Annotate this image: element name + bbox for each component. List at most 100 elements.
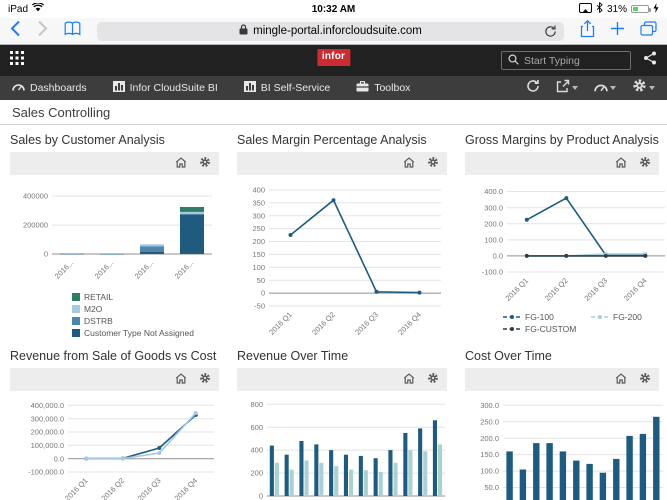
chart-canvas[interactable]: -50 0 50 100 150 200 250 300 350 400 2016 Q1 2016 Q… <box>237 179 447 341</box>
home-icon[interactable] <box>403 155 415 173</box>
reload-button[interactable] <box>544 25 557 41</box>
legend-swatch <box>72 305 80 313</box>
widget-title: Sales Margin Percentage Analysis <box>237 133 427 147</box>
svg-text:300,000.0: 300,000.0 <box>31 414 64 423</box>
gear-icon[interactable] <box>199 371 211 389</box>
screen-mirror-icon <box>578 2 592 16</box>
portal-search[interactable] <box>501 51 631 70</box>
chevron-down-icon <box>649 86 655 90</box>
bar-chart-icon <box>112 81 125 95</box>
svg-text:50.0: 50.0 <box>484 483 499 492</box>
dashboard-options-button[interactable] <box>594 79 616 97</box>
svg-text:100: 100 <box>252 263 265 272</box>
svg-text:2016...: 2016... <box>133 258 156 281</box>
widget-title: Gross Margins by Product Analysis <box>465 133 659 147</box>
bookmarks-button[interactable] <box>64 21 81 41</box>
gauge-icon <box>594 79 608 97</box>
chart-canvas[interactable]: -100,000.0 0.0 100,000.0 200,000.0 300,000.0… <box>10 395 219 500</box>
battery-percent-label: 31% <box>606 3 627 15</box>
widget-toolbar <box>465 152 659 175</box>
export-menu-button[interactable] <box>556 79 578 98</box>
menu-label: Dashboards <box>30 82 87 94</box>
menu-label: Infor CloudSuite BI <box>129 82 218 94</box>
apps-grid-button[interactable] <box>10 51 24 70</box>
widget-toolbar <box>237 152 447 175</box>
svg-text:250.0: 250.0 <box>480 417 499 426</box>
legend-swatch <box>72 329 80 337</box>
svg-text:400: 400 <box>250 446 263 455</box>
settings-menu-button[interactable] <box>632 78 655 98</box>
gear-icon[interactable] <box>639 371 651 389</box>
chart-canvas[interactable]: 02004006008002016/01 ...2016/02 ...2016/… <box>237 395 447 500</box>
browser-toolbar: mingle-portal.inforcloudsuite.com <box>0 18 667 45</box>
dashboard-widget: Revenue Over Time 02004006008002016/01 .… <box>227 341 455 500</box>
menu-item-toolbox[interactable]: Toolbox <box>356 80 410 95</box>
menu-item-bi-self-service[interactable]: BI Self-Service <box>243 81 330 95</box>
svg-text:2016 Q3: 2016 Q3 <box>136 476 163 500</box>
svg-text:2016 Q4: 2016 Q4 <box>622 276 649 303</box>
home-icon[interactable] <box>175 371 187 389</box>
menu-item-infor-cloudsuite-bi[interactable]: Infor CloudSuite BI <box>112 81 218 95</box>
back-button[interactable] <box>10 20 21 42</box>
svg-text:2016 Q2: 2016 Q2 <box>99 476 126 500</box>
svg-text:0.0: 0.0 <box>54 454 64 463</box>
legend-item: Customer Type Not Assigned <box>72 328 219 338</box>
home-icon[interactable] <box>615 371 627 389</box>
url-text: mingle-portal.inforcloudsuite.com <box>253 25 422 37</box>
chart-canvas[interactable]: 0 200000 400000 2016... 2016... 2016... 2016..… <box>10 179 219 291</box>
portal-nav: infor <box>0 45 667 76</box>
svg-text:300.0: 300.0 <box>484 203 503 212</box>
legend-label: FG-100 <box>525 312 554 322</box>
widget-toolbar <box>10 152 219 175</box>
dashboard-widget: Sales by Customer Analysis 0 200000 400000… <box>0 125 227 338</box>
svg-text:400: 400 <box>252 186 265 195</box>
svg-text:400.0: 400.0 <box>484 187 503 196</box>
svg-text:2016 Q4: 2016 Q4 <box>172 476 199 500</box>
legend-item: M2O <box>72 304 219 314</box>
widget-title: Revenue Over Time <box>237 349 349 363</box>
clock: 10:32 AM <box>311 3 356 15</box>
bluetooth-icon <box>596 2 603 16</box>
svg-text:800: 800 <box>250 400 263 409</box>
svg-text:2016 Q3: 2016 Q3 <box>582 276 609 303</box>
share-button[interactable] <box>580 19 595 43</box>
gear-icon[interactable] <box>199 155 211 173</box>
status-bar: iPad 10:32 AM 31% <box>0 0 667 18</box>
gear-icon[interactable] <box>639 155 651 173</box>
svg-text:2016 Q4: 2016 Q4 <box>396 310 423 337</box>
home-icon[interactable] <box>175 155 187 173</box>
share-alt-icon[interactable] <box>643 51 657 70</box>
chart-canvas[interactable]: -100.0 0.0 100.0 200.0 300.0 400.0 2016 Q1 2016… <box>465 179 665 311</box>
menu-item-dashboards[interactable]: Dashboards <box>12 82 87 94</box>
legend-label: FG-CUSTOM <box>525 324 577 334</box>
gear-icon[interactable] <box>427 371 439 389</box>
refresh-button[interactable] <box>526 79 540 98</box>
new-tab-button[interactable] <box>610 21 625 41</box>
svg-text:2016 Q1: 2016 Q1 <box>503 276 530 303</box>
svg-text:2016 Q3: 2016 Q3 <box>353 310 380 337</box>
tabs-button[interactable] <box>640 21 657 41</box>
home-icon[interactable] <box>403 371 415 389</box>
legend-swatch <box>72 317 80 325</box>
svg-text:200,000.0: 200,000.0 <box>31 428 64 437</box>
home-icon[interactable] <box>615 155 627 173</box>
legend-label: Customer Type Not Assigned <box>84 328 194 338</box>
svg-text:2016...: 2016... <box>53 258 76 281</box>
svg-text:250: 250 <box>252 224 265 233</box>
legend-item: FG-200 <box>591 312 659 322</box>
chart-legend: FG-100 FG-200 FG-CUSTOM <box>503 312 659 334</box>
search-input[interactable] <box>524 54 619 67</box>
svg-text:0: 0 <box>261 289 265 298</box>
address-bar[interactable]: mingle-portal.inforcloudsuite.com <box>97 21 564 41</box>
svg-text:-100.0: -100.0 <box>482 268 503 277</box>
svg-text:100,000.0: 100,000.0 <box>31 441 64 450</box>
svg-text:50: 50 <box>257 276 265 285</box>
gear-icon[interactable] <box>427 155 439 173</box>
chart-canvas[interactable]: 0.050.0100.0150.0200.0250.0300.02016/01 … <box>465 395 663 500</box>
svg-text:0.0: 0.0 <box>493 252 503 261</box>
toolbox-icon <box>356 80 369 95</box>
svg-text:0: 0 <box>259 492 263 500</box>
forward-button[interactable] <box>37 20 48 42</box>
widget-title: Sales by Customer Analysis <box>10 133 165 147</box>
legend-label: M2O <box>84 304 103 314</box>
